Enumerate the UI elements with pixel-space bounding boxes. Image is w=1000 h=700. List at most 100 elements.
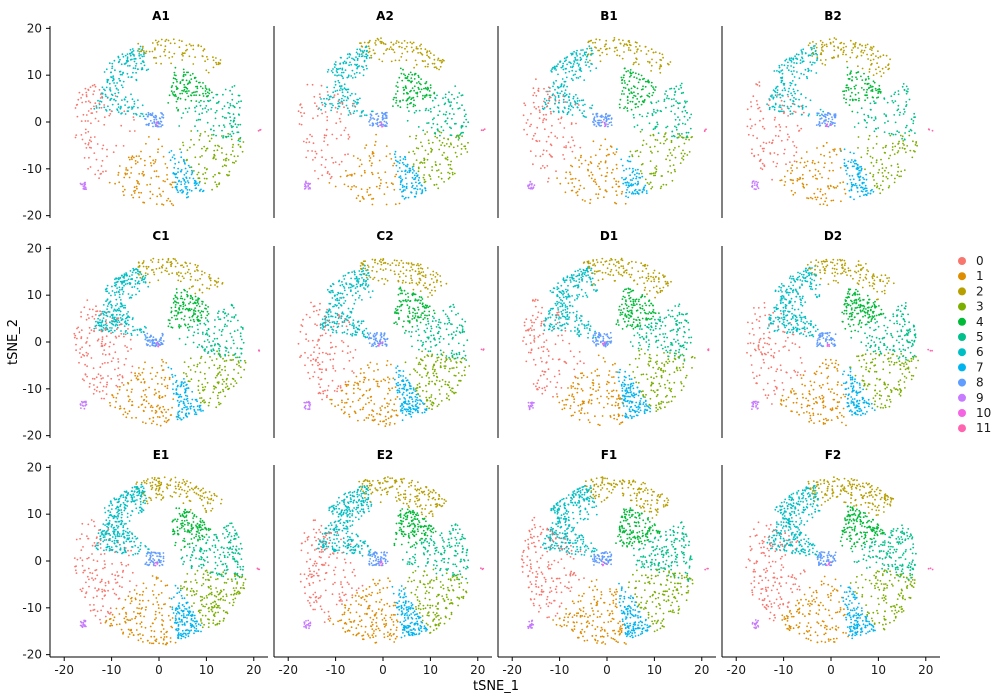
data-point: [229, 116, 232, 118]
data-point: [640, 74, 643, 77]
data-point: [842, 90, 844, 93]
data-point: [434, 97, 436, 99]
data-point: [143, 55, 145, 57]
data-point: [905, 92, 908, 95]
data-point: [114, 69, 116, 72]
data-point: [142, 53, 145, 55]
data-point: [392, 98, 395, 101]
data-point: [217, 144, 219, 147]
data-point: [101, 340, 103, 343]
data-point: [569, 66, 572, 68]
data-point: [914, 116, 916, 118]
data-point: [139, 374, 142, 376]
data-point: [338, 74, 340, 76]
data-point: [202, 301, 204, 303]
data-point: [632, 71, 634, 74]
data-point: [314, 156, 317, 159]
data-point: [348, 64, 350, 67]
data-point: [618, 38, 620, 41]
data-point: [790, 167, 792, 169]
data-point: [215, 109, 218, 112]
data-point: [117, 171, 120, 174]
data-point: [216, 185, 219, 188]
data-point: [684, 100, 686, 103]
data-point: [851, 99, 854, 102]
data-point: [177, 171, 179, 174]
data-point: [96, 321, 99, 324]
data-point: [871, 157, 874, 159]
data-point: [195, 266, 198, 269]
data-point: [140, 150, 142, 153]
data-point: [330, 109, 332, 112]
data-point: [156, 382, 159, 385]
data-point: [224, 386, 227, 389]
data-point: [123, 284, 125, 287]
data-point: [132, 67, 135, 69]
data-point: [397, 170, 399, 173]
data-point: [199, 180, 201, 183]
data-point: [677, 133, 679, 135]
data-point: [406, 103, 409, 106]
data-point: [452, 146, 455, 149]
data-point: [85, 100, 87, 103]
data-point: [916, 144, 918, 147]
data-point: [645, 190, 648, 192]
data-point: [326, 86, 328, 89]
data-point: [151, 193, 154, 196]
data-point: [405, 185, 408, 188]
data-point: [830, 162, 833, 164]
data-point: [180, 264, 182, 267]
data-point: [657, 150, 659, 153]
data-point: [905, 104, 908, 106]
data-point: [843, 49, 845, 52]
data-point: [385, 203, 388, 206]
data-point: [239, 366, 242, 368]
data-point: [354, 76, 357, 79]
data-point: [790, 92, 792, 95]
data-point: [798, 77, 801, 80]
data-point: [620, 76, 623, 79]
data-point: [409, 71, 412, 74]
data-point: [174, 66, 177, 69]
data-point: [578, 99, 581, 102]
data-point: [434, 161, 437, 163]
data-point: [161, 203, 163, 206]
data-point: [114, 99, 117, 102]
data-point: [901, 135, 904, 138]
data-point: [823, 166, 825, 169]
data-point: [135, 268, 137, 270]
data-point: [312, 159, 314, 161]
data-point: [637, 63, 640, 66]
data-point: [332, 104, 334, 107]
data-point: [194, 125, 196, 128]
data-point: [874, 117, 877, 120]
data-point: [602, 115, 604, 118]
data-point: [170, 367, 173, 370]
data-point: [779, 129, 781, 132]
data-point: [194, 76, 197, 79]
data-point: [135, 271, 137, 274]
data-point: [123, 110, 126, 113]
data-point: [97, 120, 100, 122]
data-point: [385, 117, 388, 120]
data-point: [149, 183, 152, 186]
data-point: [453, 172, 456, 175]
data-point: [665, 126, 667, 129]
data-point: [159, 123, 161, 125]
data-point: [138, 155, 140, 158]
data-point: [663, 142, 665, 145]
data-point: [894, 121, 897, 124]
data-point: [115, 277, 117, 280]
data-point: [231, 161, 234, 164]
data-point: [860, 51, 862, 53]
data-point: [183, 173, 186, 176]
data-point: [323, 97, 325, 100]
data-point: [115, 291, 118, 293]
data-point: [428, 57, 431, 59]
data-point: [593, 116, 596, 119]
data-point: [121, 288, 123, 291]
data-point: [598, 167, 601, 170]
data-point: [301, 106, 303, 109]
data-point: [151, 112, 154, 114]
data-point: [397, 41, 400, 44]
